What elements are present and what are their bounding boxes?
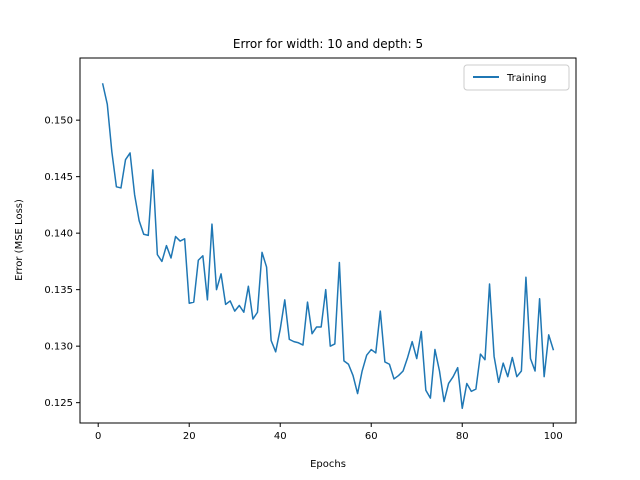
legend-label-training: Training — [506, 73, 546, 84]
plot-area — [79, 57, 577, 424]
legend: Training — [463, 64, 570, 91]
y-axis: 0.125 0.130 0.135 0.140 0.145 0.150 — [44, 116, 80, 409]
x-tick-label: 80 — [456, 431, 469, 442]
y-tick-label: 0.125 — [44, 398, 73, 409]
chart-title: Error for width: 10 and depth: 5 — [233, 37, 423, 51]
y-tick-label: 0.130 — [44, 342, 73, 353]
x-tick-label: 100 — [544, 431, 563, 442]
x-tick-label: 0 — [95, 431, 101, 442]
y-tick-label: 0.135 — [44, 285, 73, 296]
axes-frame — [79, 57, 577, 424]
y-tick-label: 0.150 — [44, 116, 73, 127]
x-tick-label: 40 — [274, 431, 287, 442]
y-tick-label: 0.145 — [44, 172, 73, 183]
y-tick-label: 0.140 — [44, 229, 73, 240]
x-tick-label: 60 — [365, 431, 378, 442]
series-line-training — [101, 83, 555, 410]
x-tick-label: 20 — [183, 431, 196, 442]
y-axis-label: Error (MSE Loss) — [14, 199, 25, 281]
x-axis-label: Epochs — [310, 459, 346, 470]
x-axis: 0 20 40 60 80 100 — [95, 423, 563, 442]
series-layer — [101, 83, 555, 410]
legend-frame — [463, 64, 570, 91]
